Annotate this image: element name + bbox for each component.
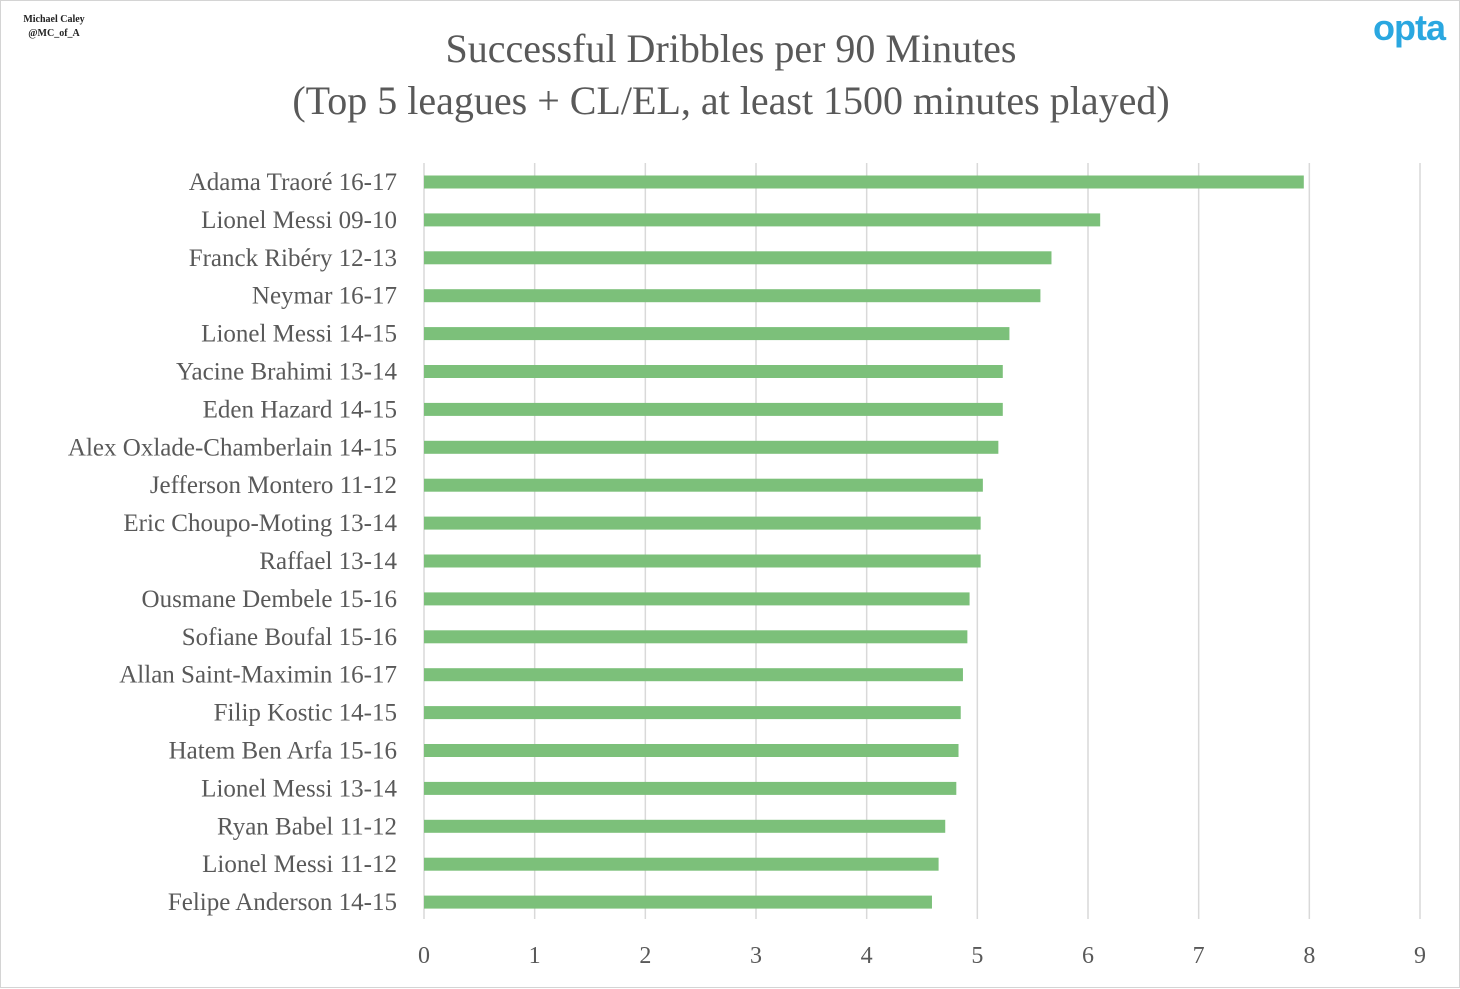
bar — [424, 781, 957, 795]
category-label: Hatem Ben Arfa 15-16 — [169, 738, 397, 765]
chart-title-block: Successful Dribbles per 90 Minutes (Top … — [1, 23, 1460, 127]
bar — [424, 516, 981, 530]
bar — [424, 706, 961, 720]
category-label: Lionel Messi 13-14 — [201, 775, 397, 802]
x-tick-label: 3 — [750, 943, 762, 969]
category-label: Sofiane Boufal 15-16 — [182, 624, 397, 651]
author-name: Michael Caley — [23, 14, 85, 25]
bar — [424, 327, 1010, 341]
x-tick-label: 6 — [1082, 943, 1094, 969]
category-label: Filip Kostic 14-15 — [214, 700, 397, 727]
category-label: Lionel Messi 14-15 — [201, 321, 397, 348]
x-tick-label: 7 — [1193, 943, 1205, 969]
category-label: Alex Oxlade-Chamberlain 14-15 — [68, 434, 397, 461]
category-label: Ryan Babel 11-12 — [217, 813, 397, 840]
x-tick-label: 9 — [1414, 943, 1426, 969]
bar — [424, 175, 1304, 189]
bar — [424, 402, 1003, 416]
x-tick-label: 0 — [418, 943, 430, 969]
category-label: Raffael 13-14 — [259, 548, 397, 575]
bar — [424, 668, 963, 682]
category-label: Yacine Brahimi 13-14 — [176, 359, 398, 386]
x-tick-label: 1 — [529, 943, 541, 969]
bar — [424, 213, 1101, 227]
category-label: Felipe Anderson 14-15 — [168, 889, 397, 916]
bar — [424, 554, 981, 568]
bar — [424, 857, 939, 871]
bar — [424, 744, 959, 757]
category-label: Lionel Messi 11-12 — [202, 851, 397, 878]
x-tick-label: 8 — [1303, 943, 1315, 969]
category-label: Lionel Messi 09-10 — [201, 207, 397, 234]
category-label: Eden Hazard 14-15 — [203, 396, 397, 423]
chart-title: Successful Dribbles per 90 Minutes — [445, 26, 1017, 71]
x-tick-label: 5 — [971, 943, 983, 969]
bar — [424, 895, 932, 909]
category-label: Allan Saint-Maximin 16-17 — [119, 662, 397, 689]
bar — [424, 440, 999, 454]
category-label: Adama Traoré 16-17 — [189, 169, 397, 196]
category-label: Neymar 16-17 — [252, 283, 397, 310]
bar — [424, 630, 968, 644]
bar — [424, 251, 1052, 265]
bar — [424, 819, 946, 833]
author-credit: Michael Caley @MC_of_A — [9, 13, 99, 41]
bar — [424, 289, 1041, 303]
bar — [424, 478, 983, 492]
category-label: Ousmane Dembele 15-16 — [142, 586, 397, 613]
bar — [424, 365, 1003, 378]
bar — [424, 592, 970, 606]
author-handle: @MC_of_A — [28, 28, 80, 39]
opta-logo: opta — [1373, 7, 1446, 48]
category-label: Eric Choupo-Moting 13-14 — [123, 510, 397, 537]
x-tick-label: 2 — [639, 943, 651, 969]
category-label: Franck Ribéry 12-13 — [189, 245, 397, 272]
x-tick-label: 4 — [861, 943, 873, 969]
category-label: Jefferson Montero 11-12 — [150, 472, 397, 499]
chart-subtitle: (Top 5 leagues + CL/EL, at least 1500 mi… — [292, 78, 1170, 123]
